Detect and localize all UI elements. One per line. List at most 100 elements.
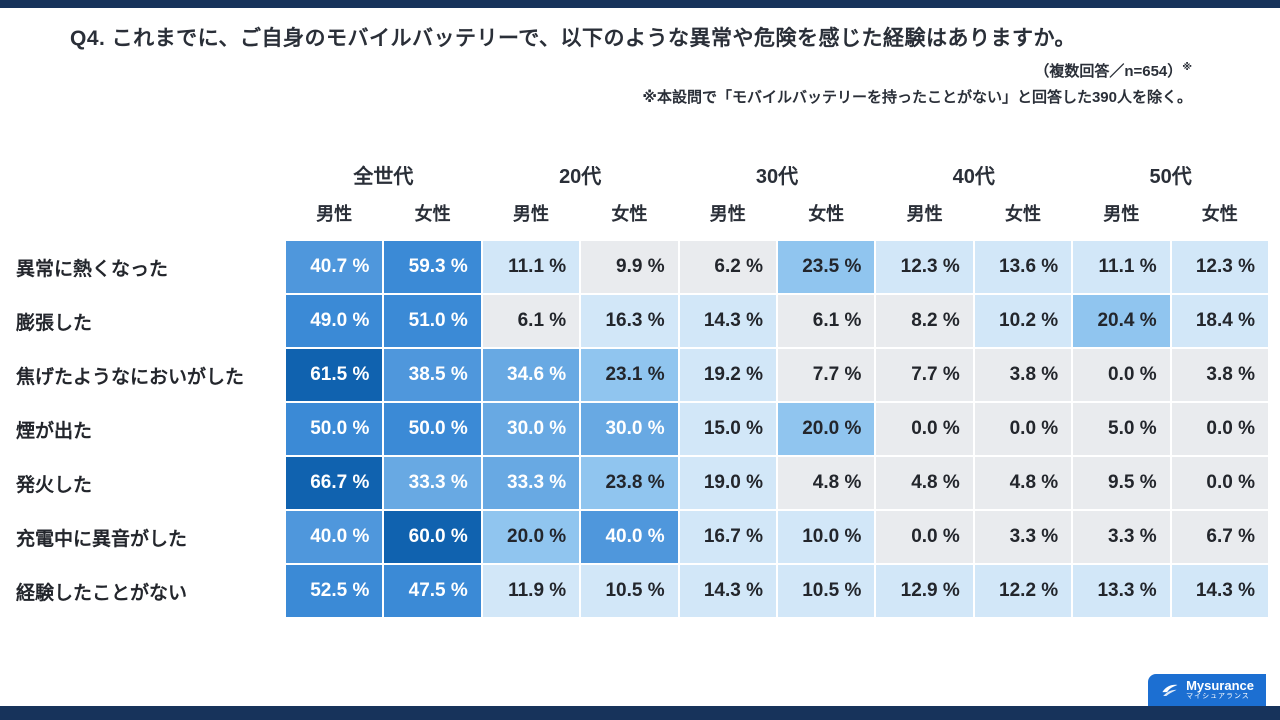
value-cell: 4.8 % [876, 457, 973, 509]
mysurance-logo: Mysurance マイシュアランス [1148, 674, 1266, 706]
value-cell: 40.0 % [286, 511, 383, 563]
note-asterisk-mark: ※ [1182, 62, 1192, 73]
value-cell: 0.0 % [876, 511, 973, 563]
mysurance-logo-icon [1160, 681, 1179, 700]
value-cell: 47.5 % [384, 565, 481, 617]
gender-header-male: 男性 [316, 204, 353, 224]
heatmap-table: 全世代 20代 30代 40代 50代 男性 女性 男性 女性 男性 女性 男性 女性 男性 女性 異常に熱く… [12, 155, 1268, 617]
row-label: 充電中に異音がした [12, 511, 284, 563]
value-cell: 14.3 % [679, 565, 776, 617]
value-cell: 66.7 % [286, 457, 383, 509]
note-sample-size: （複数回答／n=654）※ [0, 60, 1192, 81]
logo-title: Mysurance [1186, 678, 1254, 693]
value-cell: 18.4 % [1171, 295, 1268, 347]
value-cell: 20.4 % [1073, 295, 1170, 347]
value-cell: 11.1 % [482, 241, 580, 293]
value-cell: 59.3 % [384, 241, 481, 293]
column-group-header-4: 40代 [952, 165, 995, 188]
value-cell: 12.2 % [974, 565, 1072, 617]
value-cell: 10.5 % [778, 565, 875, 617]
row-label: 焦げたようなにおいがした [12, 349, 284, 401]
gender-header-male: 男性 [1103, 204, 1140, 224]
value-cell: 16.3 % [581, 295, 678, 347]
value-cell: 6.1 % [482, 295, 580, 347]
row-label: 異常に熱くなった [12, 241, 284, 293]
value-cell: 12.9 % [876, 565, 973, 617]
value-cell: 23.5 % [778, 241, 875, 293]
value-cell: 3.3 % [974, 511, 1072, 563]
header-body-gap [12, 233, 1268, 239]
value-cell: 61.5 % [286, 349, 383, 401]
note-exclusion: ※本設問で「モバイルバッテリーを持ったことがない」と回答した390人を除く。 [642, 89, 1192, 106]
value-cell: 13.6 % [974, 241, 1072, 293]
value-cell: 50.0 % [384, 403, 481, 455]
value-cell: 19.0 % [679, 457, 776, 509]
value-cell: 12.3 % [876, 241, 973, 293]
row-label: 経験したことがない [12, 565, 284, 617]
value-cell: 4.8 % [974, 457, 1072, 509]
value-cell: 11.9 % [482, 565, 580, 617]
value-cell: 6.2 % [679, 241, 776, 293]
row-label-column-spacer [12, 155, 284, 193]
value-cell: 52.5 % [286, 565, 383, 617]
value-cell: 19.2 % [679, 349, 776, 401]
value-cell: 8.2 % [876, 295, 973, 347]
value-cell: 3.8 % [974, 349, 1072, 401]
value-cell: 7.7 % [876, 349, 973, 401]
value-cell: 11.1 % [1073, 241, 1170, 293]
question-title: Q4. これまでに、ご自身のモバイルバッテリーで、以下のような異常や危険を感じた… [70, 27, 1077, 50]
value-cell: 6.7 % [1171, 511, 1268, 563]
value-cell: 40.0 % [581, 511, 678, 563]
note-sample-size-text: （複数回答／n=654） [1034, 63, 1183, 80]
value-cell: 7.7 % [778, 349, 875, 401]
value-cell: 23.1 % [581, 349, 678, 401]
top-accent-bar [0, 0, 1280, 8]
value-cell: 9.9 % [581, 241, 678, 293]
value-cell: 60.0 % [384, 511, 481, 563]
row-label: 発火した [12, 457, 284, 509]
value-cell: 3.8 % [1171, 349, 1268, 401]
value-cell: 20.0 % [778, 403, 875, 455]
value-cell: 13.3 % [1073, 565, 1170, 617]
row-label: 煙が出た [12, 403, 284, 455]
value-cell: 14.3 % [1171, 565, 1268, 617]
value-cell: 34.6 % [482, 349, 580, 401]
value-cell: 10.2 % [974, 295, 1072, 347]
gender-header-female: 女性 [414, 204, 451, 224]
row-label: 膨張した [12, 295, 284, 347]
value-cell: 30.0 % [482, 403, 580, 455]
value-cell: 33.3 % [482, 457, 580, 509]
value-cell: 0.0 % [1171, 403, 1268, 455]
gender-header-male: 男性 [512, 204, 549, 224]
value-cell: 0.0 % [1171, 457, 1268, 509]
header: Q4. これまでに、ご自身のモバイルバッテリーで、以下のような異常や危険を感じた… [0, 0, 1280, 107]
value-cell: 4.8 % [778, 457, 875, 509]
value-cell: 0.0 % [1073, 349, 1170, 401]
value-cell: 10.5 % [581, 565, 678, 617]
value-cell: 9.5 % [1073, 457, 1170, 509]
value-cell: 20.0 % [482, 511, 580, 563]
bottom-accent-bar [0, 706, 1280, 720]
value-cell: 15.0 % [679, 403, 776, 455]
gender-header-female: 女性 [808, 204, 845, 224]
value-cell: 38.5 % [384, 349, 481, 401]
value-cell: 30.0 % [581, 403, 678, 455]
value-cell: 6.1 % [778, 295, 875, 347]
value-cell: 10.0 % [778, 511, 875, 563]
column-group-header-2: 20代 [559, 165, 602, 188]
gender-header-female: 女性 [1201, 204, 1238, 224]
value-cell: 3.3 % [1073, 511, 1170, 563]
value-cell: 23.8 % [581, 457, 678, 509]
value-cell: 50.0 % [286, 403, 383, 455]
value-cell: 49.0 % [286, 295, 383, 347]
logo-subtitle: マイシュアランス [1186, 693, 1250, 701]
column-group-header-3: 30代 [755, 165, 799, 188]
value-cell: 5.0 % [1073, 403, 1170, 455]
value-cell: 33.3 % [384, 457, 481, 509]
value-cell: 51.0 % [384, 295, 481, 347]
column-group-header-1: 全世代 [353, 165, 414, 188]
gender-header-female: 女性 [1004, 204, 1041, 224]
gender-header-male: 男性 [906, 204, 943, 224]
logo-text: Mysurance マイシュアランス [1186, 678, 1254, 701]
